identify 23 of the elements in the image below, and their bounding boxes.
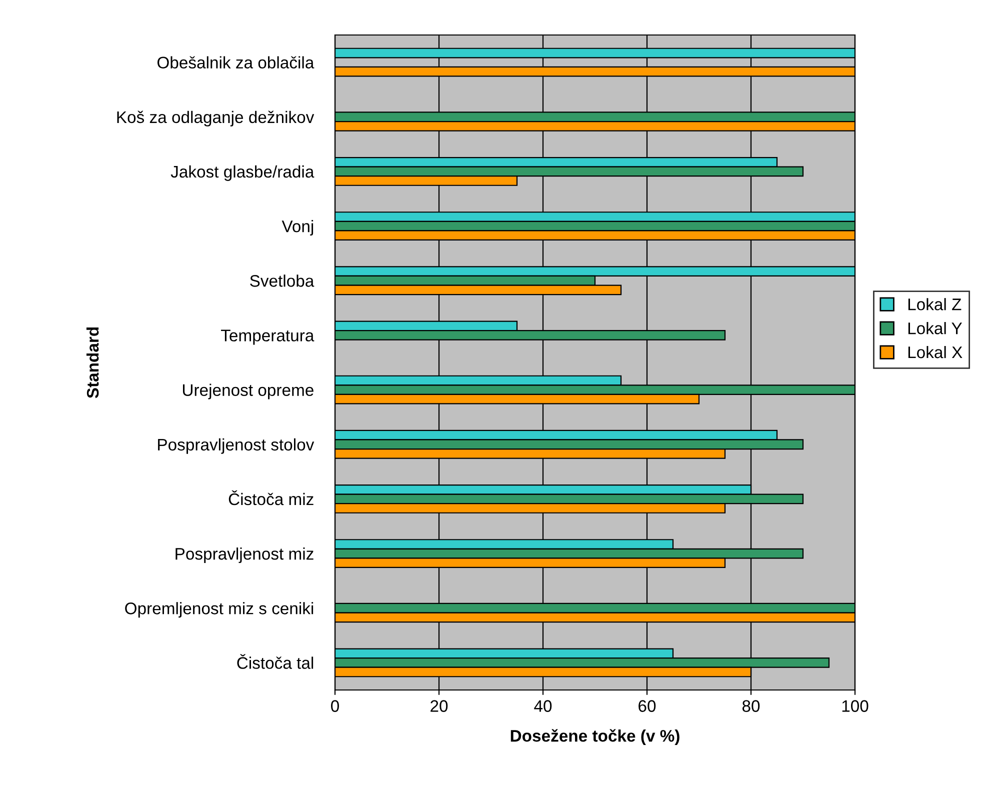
y-tick-label: Obešalnik za oblačila [157, 56, 314, 68]
x-tick-label: 100 [842, 700, 868, 712]
y-tick-label: Svetloba [250, 274, 314, 287]
x-tick-label: 0 [331, 700, 339, 712]
legend-label: Lokal X [908, 346, 962, 358]
x-tick-label: 60 [638, 700, 656, 712]
y-tick-label: Vonj [282, 220, 314, 236]
x-tick-label: 20 [430, 700, 448, 712]
x-tick-label: 40 [534, 700, 552, 712]
x-tick-label: 80 [742, 700, 760, 712]
y-tick-label: Jakost glasbe/radia [170, 165, 314, 181]
legend-label: Lokal Z [908, 298, 962, 310]
x-axis-title: Dosežene točke (v %) [510, 729, 680, 746]
y-axis-title: Standard [86, 327, 99, 398]
y-tick-label: Pospravljenost miz [176, 548, 314, 564]
y-tick-label: Pospravljenost stolov [158, 438, 314, 454]
y-tick-label: Urejenost opreme [182, 384, 314, 400]
y-tick-label: Opremljenost miz s ceniki [125, 602, 314, 618]
y-tick-label: Čistoča miz [228, 490, 314, 506]
y-tick-label: Čistoča tal [237, 654, 314, 669]
y-tick-label: Temperatura [220, 330, 314, 345]
legend-label: Lokal Y [908, 322, 962, 334]
y-tick-label: Koš za odlaganje dežnikov [117, 110, 314, 126]
